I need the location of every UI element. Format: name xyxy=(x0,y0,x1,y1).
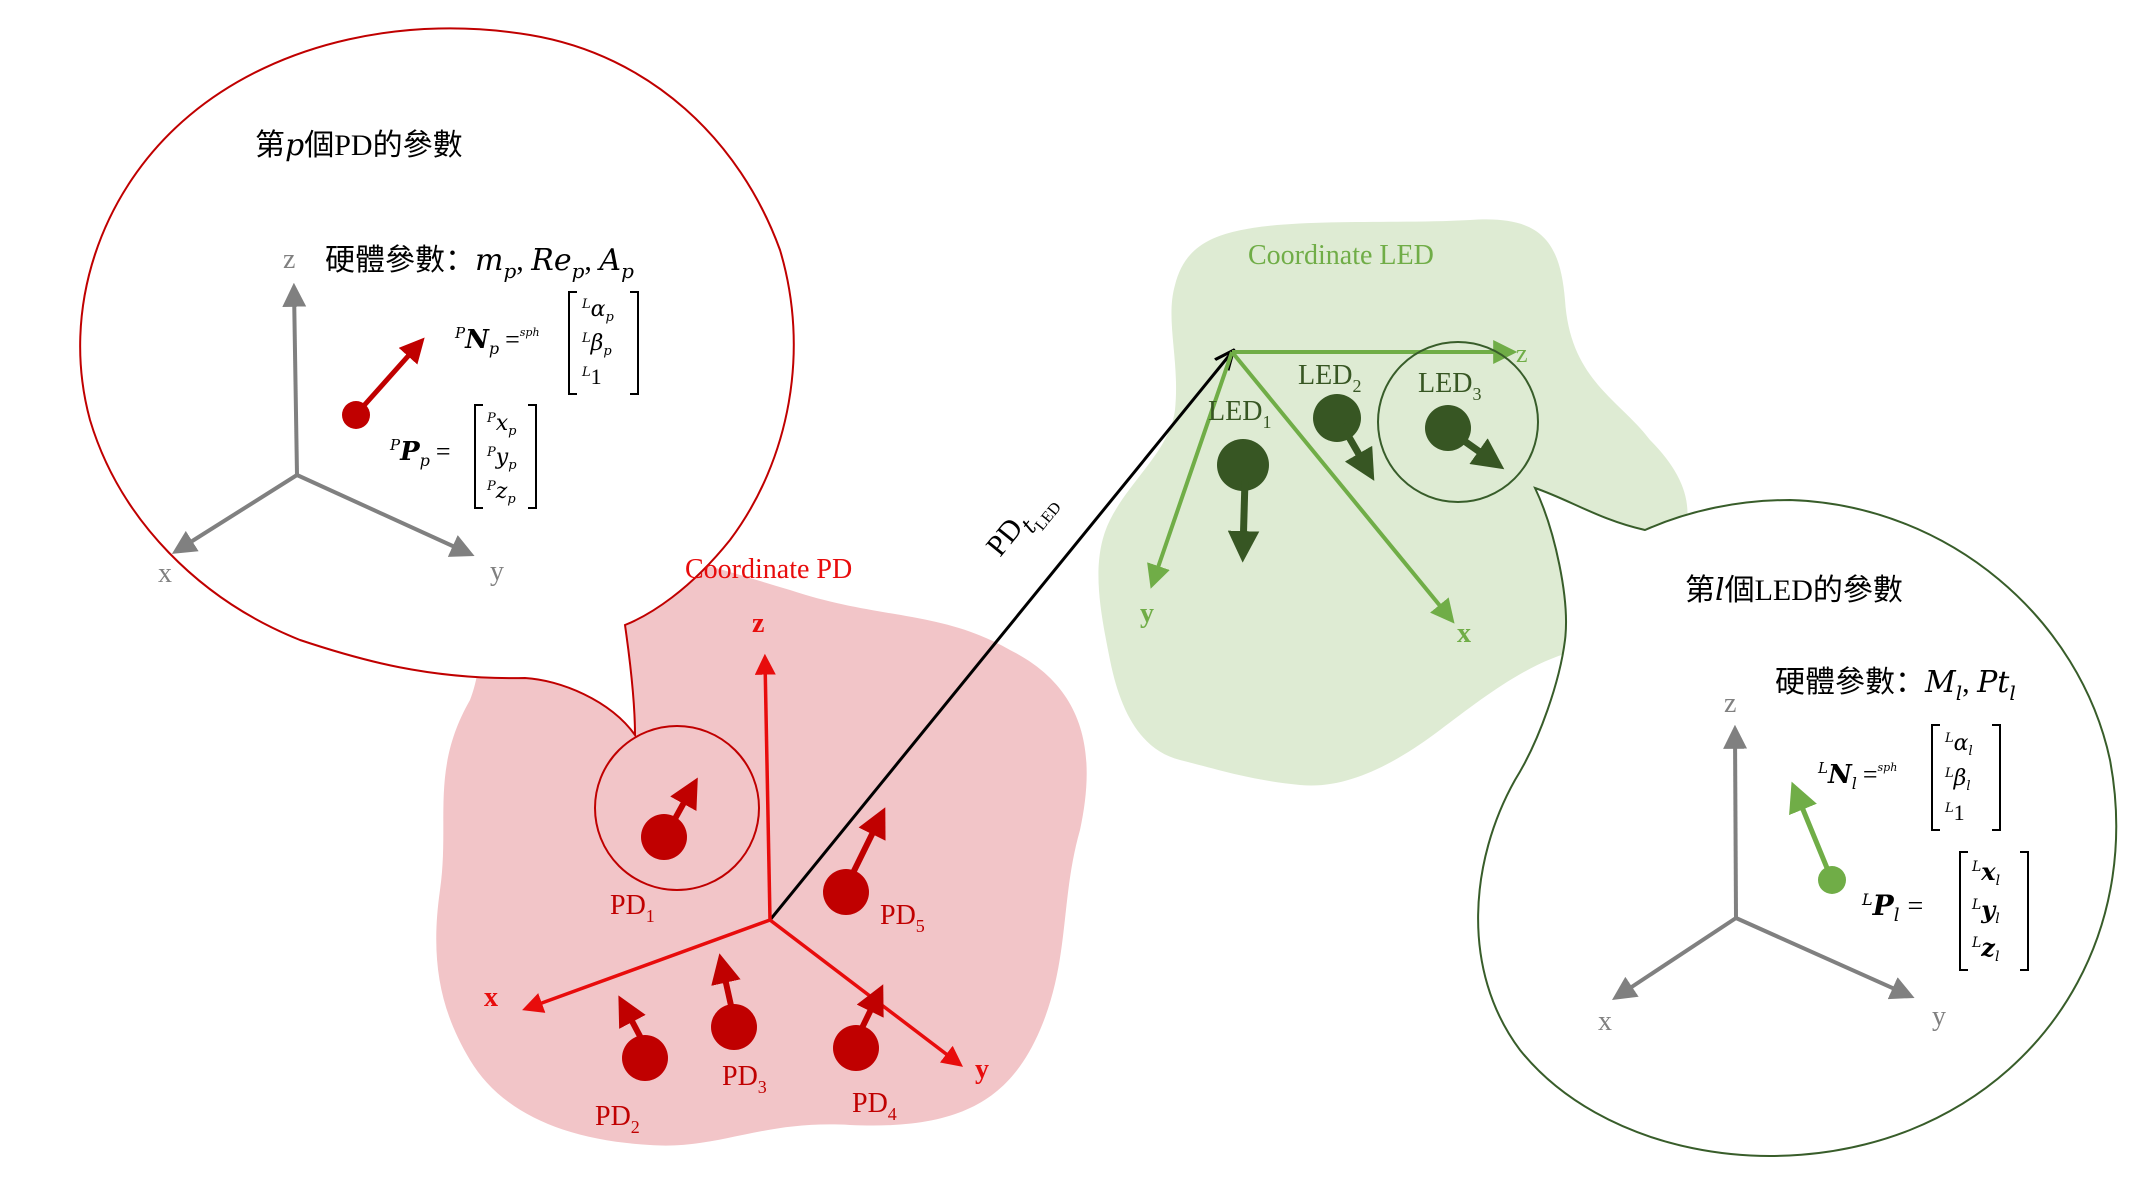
led1-normal-arrow xyxy=(1227,479,1260,563)
pd-parameter-bubble xyxy=(79,27,795,739)
pd5-normal-arrow xyxy=(849,807,886,877)
led-bubble-axis-y-label: y xyxy=(1932,1001,1946,1032)
led-normal-beta: Lβl xyxy=(1944,766,1971,794)
pd-axis-x xyxy=(522,918,771,1013)
pd-bubble-axis-y xyxy=(296,473,475,557)
pd-normal-bracket-right xyxy=(630,291,639,395)
led-axis-x xyxy=(1230,350,1455,624)
pd5-label: PD5 xyxy=(880,900,925,936)
led-region xyxy=(1098,219,1688,786)
transform-arrow xyxy=(768,352,1232,921)
led-bubble-content: 第l個LED的參數 硬體參數：Ml, Ptl z x y LNl =sph Lαl… xyxy=(1598,573,2029,1037)
pd-bubble-axis-x-label: x xyxy=(158,558,172,589)
pd-position-bracket-right xyxy=(528,404,537,509)
led-frame-title: Coordinate LED xyxy=(1248,240,1434,271)
pd-bubble-axis-z xyxy=(282,282,307,476)
led-position-lhs: LPl = xyxy=(1861,889,1923,926)
led2-label: LED2 xyxy=(1298,360,1361,396)
led-bubble-title: 第l個LED的參數 xyxy=(1685,573,1903,608)
led3-highlight-circle xyxy=(1377,341,1539,503)
pd-axis-z-label: z xyxy=(752,608,764,639)
pd2-normal-arrow xyxy=(618,995,646,1042)
pd-position-lhs: PPp = xyxy=(389,436,451,470)
pd-bubble-axis-x xyxy=(171,473,299,554)
pd1-normal-arrow xyxy=(663,777,698,837)
pd-frame-title: Coordinate PD xyxy=(685,554,852,585)
pd-normal-one: L1 xyxy=(581,364,602,389)
led-normal-bracket-left xyxy=(1931,724,1940,831)
led-bubble-axis-z xyxy=(1723,724,1748,919)
led-sample-normal-arrow xyxy=(1789,781,1830,869)
pd-normal-alpha: Lαp xyxy=(581,297,615,325)
pd2-label: PD2 xyxy=(595,1101,640,1137)
pd-bubble-axis-z-label: z xyxy=(283,244,295,275)
pd3-normal-arrow xyxy=(711,953,741,1011)
led-position-bracket-left xyxy=(1959,851,1968,971)
led-normal-bracket-right xyxy=(1992,724,2001,831)
pd-position-x: Pxp xyxy=(486,411,517,439)
led-axis-x-label: x xyxy=(1457,618,1471,649)
led-normal-one: L1 xyxy=(1944,800,1965,825)
led-position-z: Lzl xyxy=(1971,933,1999,965)
led-axis-y xyxy=(1147,351,1234,589)
pd3-label: PD3 xyxy=(722,1061,767,1097)
pd-normal-beta: Lβp xyxy=(581,331,612,359)
led-position-y: Lyl xyxy=(1971,895,2000,927)
pd-position-y: Pyp xyxy=(486,445,517,473)
pd-axis-y-label: y xyxy=(975,1054,989,1085)
led-hardware-params: 硬體參數：Ml, Ptl xyxy=(1775,665,2016,705)
pd-normal-bracket-left xyxy=(568,291,577,395)
led-position-x: Lxl xyxy=(1971,857,2000,889)
led2-dot xyxy=(1313,394,1361,442)
pd-coordinate-frame: Coordinate PD z x y PD1 PD2 PD3 PD4 PD5 xyxy=(484,554,989,1137)
pd-bubble-title: 第p個PD的參數 xyxy=(255,128,463,163)
pd1-highlight-circle xyxy=(594,725,760,891)
pd5-dot xyxy=(823,869,869,915)
led-bubble-axis-y xyxy=(1735,916,1915,1000)
pd-position-bracket-left xyxy=(474,404,483,509)
pd-position-z: Pzp xyxy=(486,479,516,507)
led-axis-z-label: z xyxy=(1516,339,1528,368)
pd1-dot xyxy=(641,814,687,860)
pd3-dot xyxy=(711,1004,757,1050)
led1-dot xyxy=(1217,439,1269,491)
led-bubble-axis-x xyxy=(1611,916,1738,1000)
led-bubble-axis-x-label: x xyxy=(1598,1006,1612,1037)
transform-label: PDtLED xyxy=(980,481,1065,571)
led-normal-alpha: Lαl xyxy=(1944,731,1973,759)
pd-sample-normal-arrow xyxy=(358,337,425,412)
pd1-label: PD1 xyxy=(610,890,655,926)
led3-normal-arrow xyxy=(1457,435,1505,470)
pd-axis-z xyxy=(754,653,776,921)
pd-normal-lhs: PNp =sph xyxy=(454,324,540,358)
pd-hardware-params: 硬體參數：mp, Rep, Ap xyxy=(325,243,634,283)
pd2-dot xyxy=(622,1035,668,1081)
pd4-normal-arrow xyxy=(856,984,884,1032)
pd-bubble-axis-y-label: y xyxy=(490,556,504,587)
led-position-bracket-right xyxy=(2020,851,2029,971)
led-sample-dot xyxy=(1818,866,1846,894)
led-normal-lhs: LNl =sph xyxy=(1817,759,1897,793)
led3-label: LED3 xyxy=(1418,368,1481,404)
led-bubble-axis-z-label: z xyxy=(1724,688,1736,719)
led2-normal-arrow xyxy=(1338,423,1375,481)
pd-axis-x-label: x xyxy=(484,982,498,1013)
led-axis-y-label: y xyxy=(1140,598,1154,629)
pd-bubble-content: 第p個PD的參數 硬體參數：mp, Rep, Ap z x y PNp =sph … xyxy=(158,128,639,589)
led-coordinate-frame: Coordinate LED z y x LED1 LED2 LED3 xyxy=(1140,240,1539,649)
led1-label: LED1 xyxy=(1208,396,1271,432)
pd4-dot xyxy=(833,1025,879,1071)
pd4-label: PD4 xyxy=(852,1088,897,1124)
